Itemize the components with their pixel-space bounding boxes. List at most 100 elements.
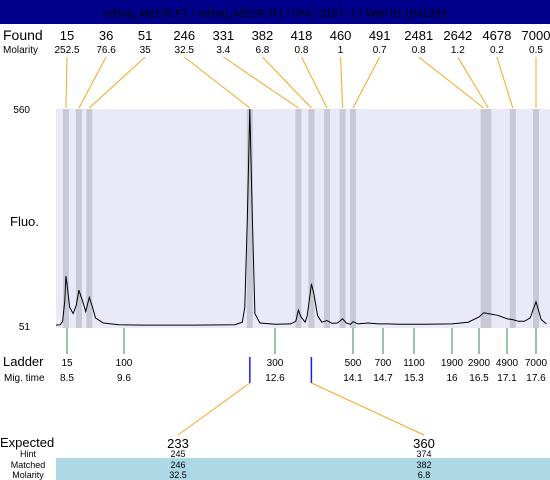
found-peak-size: 418 — [291, 28, 313, 43]
found-peak-molarity: 1 — [338, 45, 344, 56]
found-peak-leader-line — [418, 56, 484, 109]
found-peak-size: 246 — [173, 28, 195, 43]
found-peak-size: 7000 — [522, 28, 550, 43]
found-peak-molarity: 0.2 — [490, 45, 504, 56]
found-peak-molarity: 32.5 — [175, 45, 195, 56]
matched-row-label: Matched — [11, 460, 46, 470]
ladder-time-label: 17.1 — [497, 373, 517, 384]
fluorescence-trace — [55, 108, 547, 326]
found-peak-leader-line — [78, 56, 107, 109]
ladder-size-label: 2900 — [468, 358, 491, 369]
found-row-label: Found — [3, 27, 43, 43]
expected-matched: 382 — [416, 460, 431, 470]
ladder-time-label: 14.7 — [373, 373, 393, 384]
found-peak-leader-line — [340, 56, 344, 109]
ladder-time-label: 14.1 — [343, 373, 363, 384]
ladder-labels: 15 8.5 100 9.6 300 12.6 500 14.1 700 14.7 1100 15.3… — [60, 328, 548, 384]
molarity-row-label: Molarity — [3, 45, 38, 56]
found-peak-band — [308, 109, 315, 328]
found-peak-band — [339, 109, 346, 328]
expected-molarity: 6.8 — [418, 470, 431, 480]
ladder-time-label: 15.3 — [404, 373, 424, 384]
hint-row-label: Hint — [20, 449, 37, 459]
found-peak-size: 2481 — [404, 28, 433, 43]
y-axis-ticks: 560 51 — [13, 105, 30, 333]
found-peak-band — [75, 109, 82, 328]
found-peak-band — [509, 109, 516, 328]
found-peak-molarity: 0.7 — [373, 45, 387, 56]
expected-peak-leader-line — [311, 382, 425, 436]
found-peak-size: 2642 — [443, 28, 472, 43]
found-peak-size: 51 — [138, 28, 152, 43]
found-peak-leader-line — [183, 56, 251, 109]
found-peak-size: 15 — [60, 28, 74, 43]
expected-row-label: Expected — [0, 435, 54, 450]
found-peak-size: 4678 — [482, 28, 511, 43]
ladder-time-label: 17.6 — [526, 373, 546, 384]
chart-title: refseq_MECR.F1 / refseq_MECR.R1 / OVC 31… — [103, 8, 447, 20]
ladder-size-label: 15 — [61, 358, 73, 369]
found-peak-molarity: 35 — [140, 45, 152, 56]
found-peak-leader-line — [223, 56, 299, 109]
plot-area — [56, 109, 550, 328]
y-axis-label: Fluo. — [10, 214, 39, 229]
found-peak-size: 36 — [99, 28, 113, 43]
y-tick-label-max: 560 — [13, 105, 30, 116]
ladder-size-label: 100 — [116, 358, 133, 369]
found-peak-molarity: 1.2 — [451, 45, 465, 56]
found-peak-molarity: 0.5 — [529, 45, 543, 56]
found-peak-band — [295, 109, 302, 328]
ladder-size-label: 4900 — [496, 358, 519, 369]
ladder-size-label: 700 — [375, 358, 392, 369]
found-peak-size: 331 — [212, 28, 234, 43]
found-peak-leader-line — [301, 56, 328, 109]
found-peak-molarity: 0.8 — [412, 45, 426, 56]
found-peak-band — [350, 109, 356, 328]
found-peak-band — [86, 109, 93, 328]
ladder-time-label: 16 — [446, 373, 458, 384]
expected-hint: 245 — [170, 449, 185, 459]
found-peak-size: 491 — [369, 28, 391, 43]
ladder-time-label: 9.6 — [117, 373, 131, 384]
mig-time-row-label: Mig. time — [4, 373, 45, 384]
found-peak-leader-line — [352, 56, 381, 109]
found-peak-molarity: 0.8 — [295, 45, 309, 56]
found-peak-molarity: 252.5 — [54, 45, 79, 56]
found-peak-leader-line — [65, 56, 68, 109]
molarity-bottom-row-label: Molarity — [12, 470, 44, 480]
found-peak-band — [62, 109, 69, 328]
expected-molarity: 32.5 — [169, 470, 187, 480]
ladder-time-label: 12.6 — [265, 373, 285, 384]
title-bar — [0, 0, 550, 24]
expected-hint: 374 — [416, 449, 431, 459]
found-peak-band — [324, 109, 330, 328]
ladder-size-label: 7000 — [525, 358, 548, 369]
found-peak-band — [480, 109, 487, 328]
molarity-row-highlight — [56, 469, 550, 480]
found-peak-band — [485, 109, 492, 328]
found-peak-leader-line — [496, 56, 514, 109]
found-peak-molarity: 76.6 — [96, 45, 116, 56]
found-peak-leader-line — [88, 56, 146, 109]
found-peak-leader-line — [262, 56, 312, 109]
expected-peak-leader-line — [177, 382, 251, 436]
ladder-size-label: 500 — [345, 358, 362, 369]
found-peak-molarity: 3.4 — [216, 45, 230, 56]
found-peak-size: 460 — [330, 28, 352, 43]
found-peak-size: 382 — [252, 28, 274, 43]
ladder-size-label: 1100 — [403, 358, 425, 369]
found-peak-leader-line — [457, 56, 489, 109]
found-peak-band — [246, 109, 253, 328]
expected-size: 233 — [167, 436, 189, 451]
found-peak-band — [533, 109, 539, 328]
found-peak-molarity: 6.8 — [255, 45, 269, 56]
ladder-row-label: Ladder — [3, 354, 44, 369]
ladder-size-label: 300 — [267, 358, 284, 369]
y-tick-label-min: 51 — [19, 322, 31, 333]
matched-row-highlight — [56, 458, 550, 469]
expected-matched: 246 — [170, 460, 185, 470]
ladder-size-label: 1900 — [441, 358, 464, 369]
